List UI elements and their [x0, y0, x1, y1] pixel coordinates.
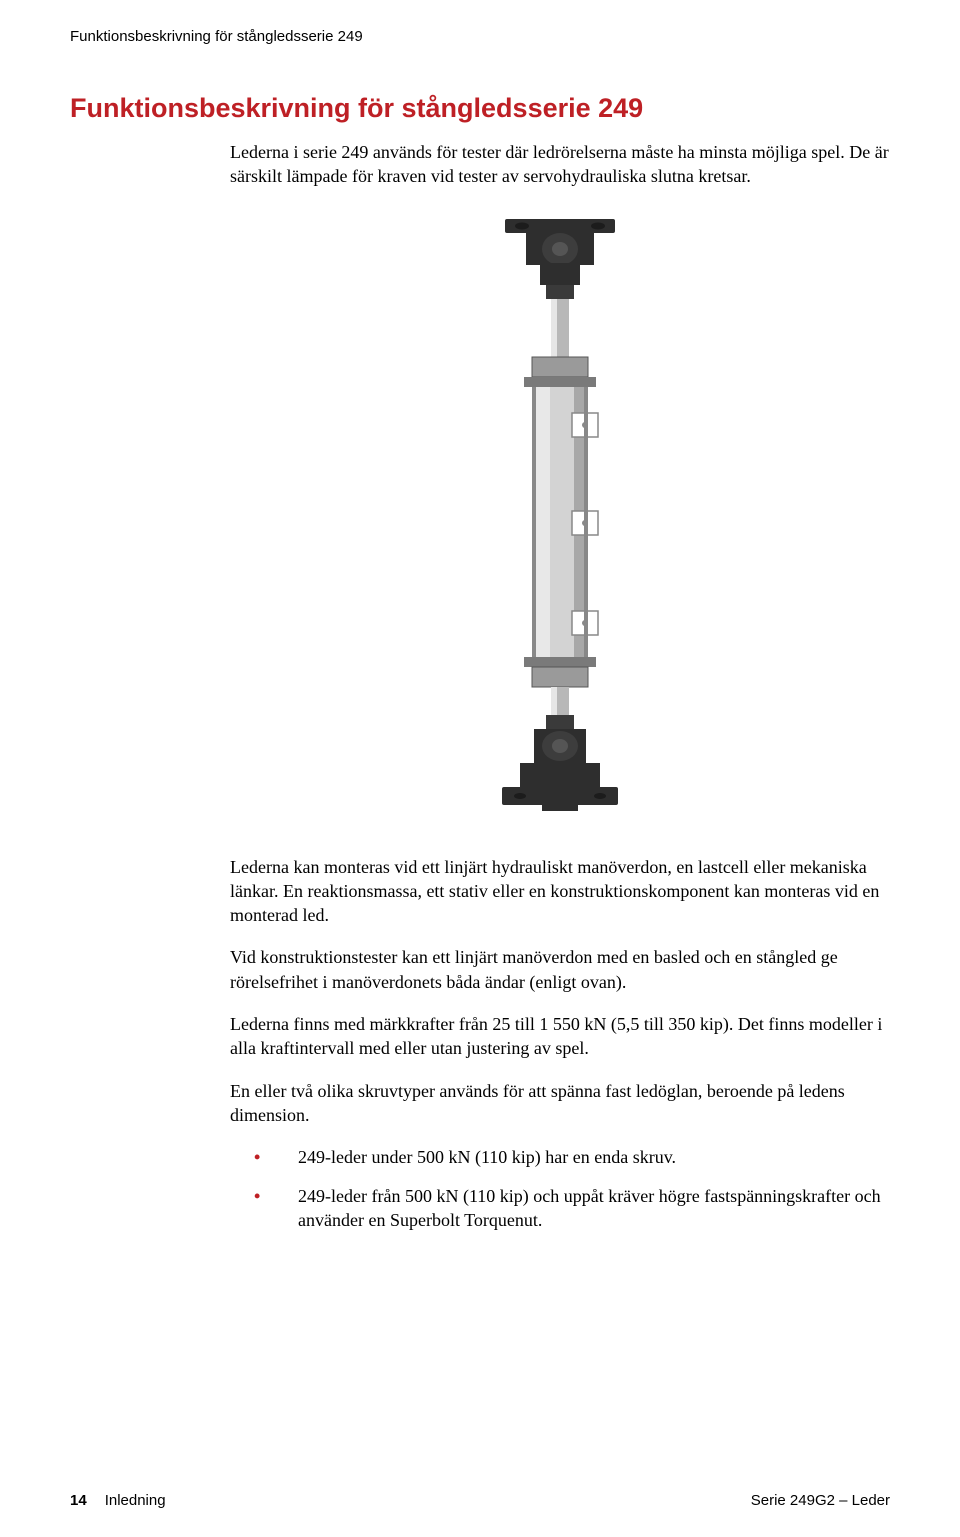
actuator-figure [230, 215, 890, 825]
footer-left: 14 Inledning [70, 1492, 166, 1509]
actuator-illustration-svg [450, 215, 670, 825]
paragraph-4: Lederna finns med märkkrafter från 25 ti… [230, 1012, 890, 1061]
intro-paragraph: Lederna i serie 249 används för tester d… [230, 140, 890, 189]
paragraph-5: En eller två olika skruvtyper används fö… [230, 1079, 890, 1128]
footer-section-name: Inledning [105, 1492, 166, 1509]
footer-doc-ref: Serie 249G2 – Leder [751, 1492, 890, 1509]
paragraph-3: Vid konstruktionstester kan ett linjärt … [230, 945, 890, 994]
content-block: Lederna i serie 249 används för tester d… [230, 140, 890, 1232]
section-title: Funktionsbeskrivning för stångledsserie … [70, 93, 890, 124]
running-header: Funktionsbeskrivning för stångledsserie … [70, 28, 890, 45]
page: Funktionsbeskrivning för stångledsserie … [0, 0, 960, 1537]
paragraph-2: Lederna kan monteras vid ett linjärt hyd… [230, 855, 890, 928]
page-number: 14 [70, 1492, 87, 1509]
bullet-list: 249-leder under 500 kN (110 kip) har en … [230, 1145, 890, 1232]
list-item: 249-leder under 500 kN (110 kip) har en … [230, 1145, 890, 1169]
page-footer: 14 Inledning Serie 249G2 – Leder [70, 1492, 890, 1509]
list-item: 249-leder från 500 kN (110 kip) och uppå… [230, 1184, 890, 1233]
